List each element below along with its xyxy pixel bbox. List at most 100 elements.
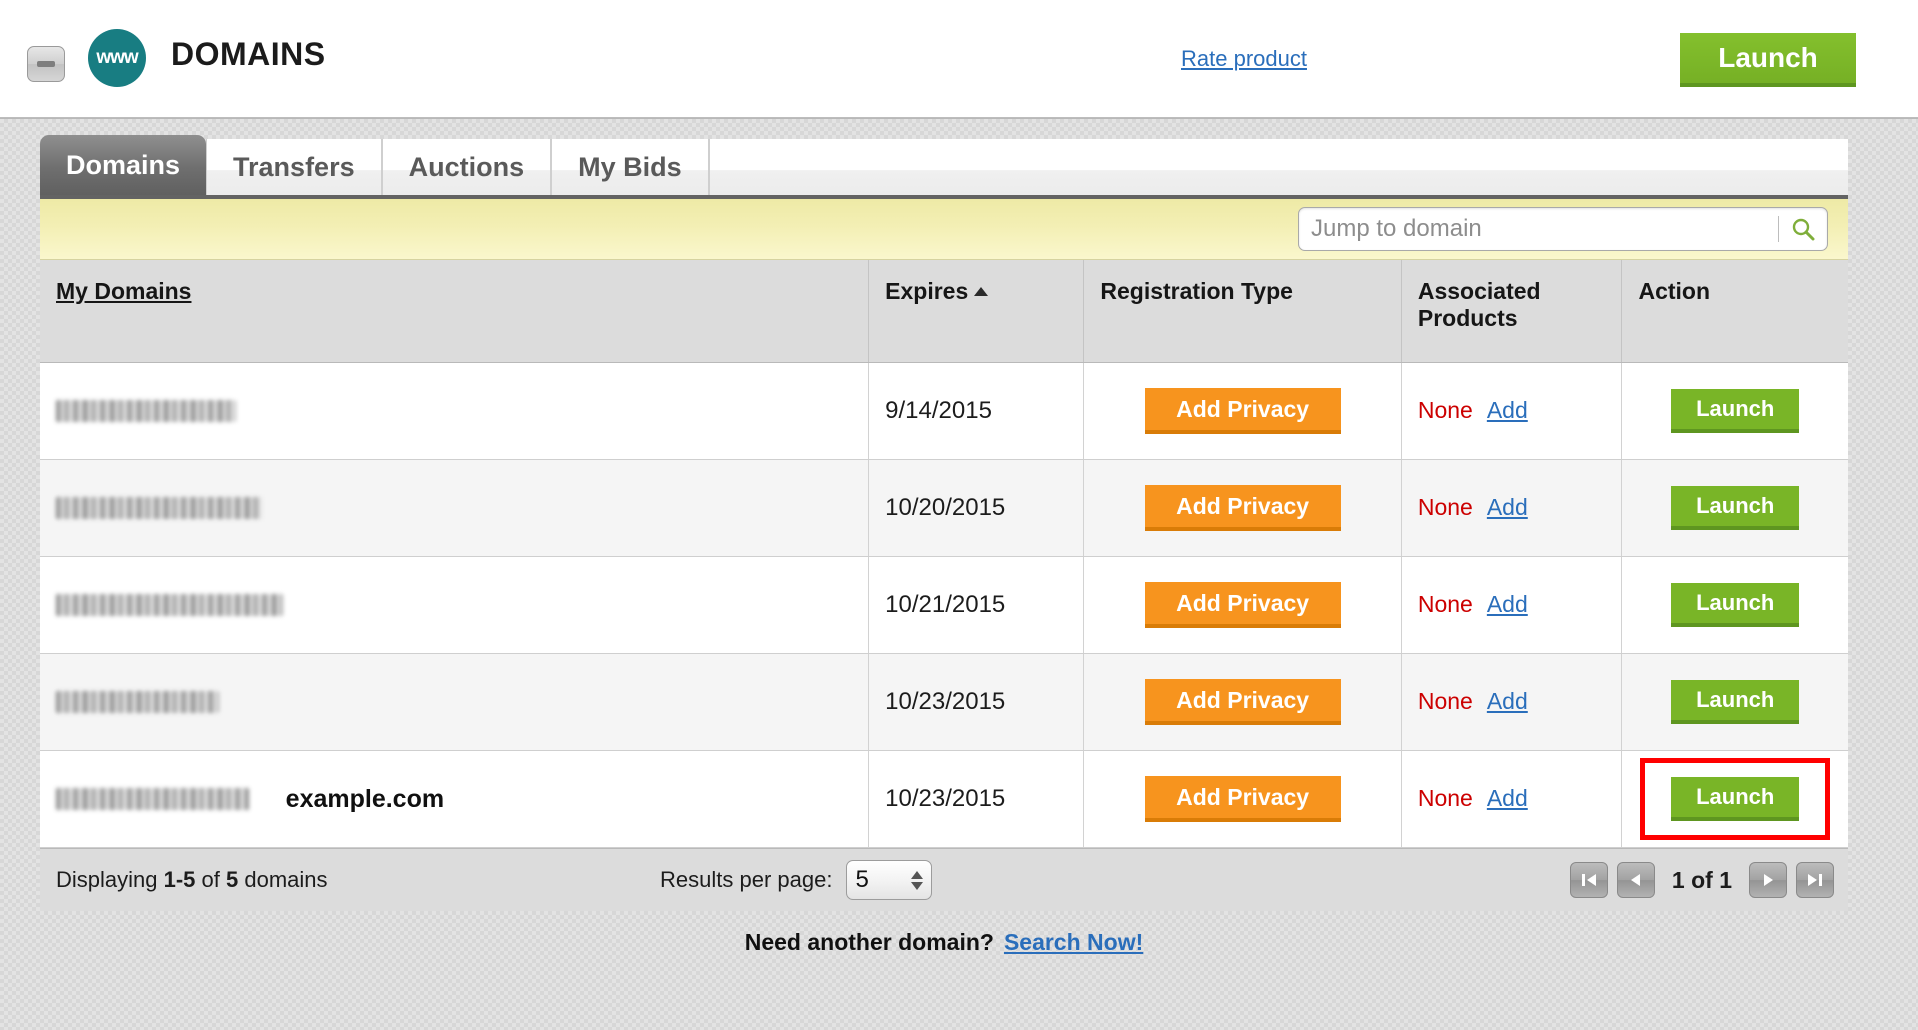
- header-launch-button[interactable]: Launch: [1680, 33, 1856, 87]
- column-header-associated-products-label-2: Products: [1417, 305, 1518, 331]
- last-page-icon[interactable]: [1796, 862, 1834, 898]
- add-privacy-button[interactable]: Add Privacy: [1144, 485, 1341, 531]
- cell-registration-type: Add Privacy: [1083, 362, 1402, 460]
- results-per-page-value: 5: [855, 866, 869, 893]
- www-logo-icon: www: [88, 29, 146, 87]
- associated-products-value: None: [1417, 688, 1473, 714]
- cell-expires: 10/20/2015: [868, 459, 1085, 557]
- associated-products-value: None: [1417, 397, 1473, 423]
- first-page-icon[interactable]: [1569, 862, 1608, 898]
- cell-registration-type: Add Privacy: [1083, 653, 1402, 751]
- displaying-count: Displaying 1-5 of 5 domains: [56, 867, 328, 893]
- stepper-down-icon[interactable]: [911, 881, 924, 890]
- results-per-page-label: Results per page:: [660, 867, 833, 892]
- add-privacy-button[interactable]: Add Privacy: [1144, 388, 1341, 434]
- cell-action: Launch: [1621, 750, 1848, 848]
- jump-to-domain-box[interactable]: [1298, 207, 1828, 251]
- associated-products-value: None: [1417, 591, 1473, 617]
- next-page-icon[interactable]: [1749, 862, 1787, 898]
- redacted-domain-name: [56, 788, 249, 811]
- cell-associated-products: None Add: [1401, 362, 1623, 460]
- table-row: 10/23/2015 Add Privacy None Add Launch: [40, 653, 1848, 751]
- cell-associated-products: None Add: [1401, 653, 1623, 751]
- stepper-up-icon[interactable]: [911, 870, 924, 879]
- column-header-registration-type: Registration Type: [1083, 260, 1402, 363]
- cell-registration-type: Add Privacy: [1083, 750, 1402, 848]
- search-input[interactable]: [1299, 215, 1778, 243]
- minimize-bar: [37, 61, 55, 67]
- add-associated-product-link[interactable]: Add: [1486, 397, 1528, 423]
- cell-action: Launch: [1621, 362, 1848, 460]
- need-another-domain-text: Need another domain?: [744, 928, 994, 955]
- launch-button[interactable]: Launch: [1671, 680, 1800, 724]
- launch-button[interactable]: Launch: [1671, 486, 1800, 530]
- search-band: [40, 199, 1848, 260]
- column-header-expires-label[interactable]: Expires: [885, 278, 969, 304]
- column-header-my-domains-label[interactable]: My Domains: [56, 278, 192, 304]
- column-header-my-domains[interactable]: My Domains: [40, 260, 870, 363]
- displaying-suffix: domains: [238, 867, 328, 892]
- cell-expires: 10/23/2015: [868, 750, 1085, 848]
- add-associated-product-link[interactable]: Add: [1486, 785, 1528, 811]
- cell-expires: 9/14/2015: [868, 362, 1085, 460]
- search-separator: [1778, 216, 1779, 242]
- tab-filler: [708, 139, 1848, 195]
- add-associated-product-link[interactable]: Add: [1486, 688, 1528, 714]
- tab-auctions[interactable]: Auctions: [381, 139, 552, 195]
- tab-bar: Domains Transfers Auctions My Bids: [40, 135, 1848, 195]
- cell-action: Launch: [1621, 556, 1848, 654]
- associated-products-value: None: [1417, 785, 1473, 811]
- app-header: www DOMAINS Rate product Launch: [0, 0, 1918, 118]
- add-privacy-button[interactable]: Add Privacy: [1144, 679, 1341, 725]
- launch-button-highlight: Launch: [1640, 758, 1831, 840]
- results-per-page-group: Results per page: 5: [660, 860, 933, 900]
- add-associated-product-link[interactable]: Add: [1486, 591, 1528, 617]
- cell-domain: example.com: [40, 750, 870, 848]
- launch-button[interactable]: Launch: [1671, 389, 1800, 433]
- displaying-range: 1-5: [163, 867, 196, 892]
- results-per-page-select[interactable]: 5: [846, 860, 933, 900]
- cell-associated-products: None Add: [1401, 556, 1623, 654]
- previous-page-icon[interactable]: [1616, 862, 1655, 898]
- redacted-domain-name: [56, 497, 262, 520]
- column-header-expires[interactable]: Expires: [868, 260, 1085, 363]
- minimize-icon[interactable]: [27, 46, 65, 82]
- launch-button[interactable]: Launch: [1671, 583, 1800, 627]
- column-header-action-label: Action: [1638, 278, 1711, 304]
- search-now-link[interactable]: Search Now!: [1003, 928, 1144, 955]
- table-header-row: My Domains Expires Registration Type Ass…: [40, 260, 1848, 363]
- add-privacy-button[interactable]: Add Privacy: [1144, 582, 1341, 628]
- pagination: 1 of 1: [1569, 862, 1834, 898]
- rate-product-link[interactable]: Rate product: [1181, 46, 1307, 71]
- redacted-domain-name: [56, 594, 283, 617]
- cell-expires: 10/23/2015: [868, 653, 1085, 751]
- displaying-total: 5: [225, 867, 239, 892]
- column-header-registration-type-label: Registration Type: [1100, 278, 1293, 304]
- tab-domains[interactable]: Domains: [40, 135, 207, 195]
- cell-associated-products: None Add: [1401, 750, 1623, 848]
- redacted-domain-name: [56, 400, 236, 423]
- domains-card: My Domains Expires Registration Type Ass…: [40, 195, 1848, 911]
- domain-name: example.com: [285, 784, 445, 813]
- column-header-associated-products-label-1: Associated: [1417, 278, 1541, 304]
- magnifier-icon[interactable]: [1779, 216, 1827, 242]
- displaying-mid: of: [195, 867, 226, 892]
- add-privacy-button[interactable]: Add Privacy: [1144, 776, 1341, 822]
- cell-expires: 10/21/2015: [868, 556, 1085, 654]
- table-row: 10/20/2015 Add Privacy None Add Launch: [40, 459, 1848, 557]
- table-body: 9/14/2015 Add Privacy None Add Launch: [40, 362, 1848, 848]
- cell-registration-type: Add Privacy: [1083, 459, 1402, 557]
- cell-registration-type: Add Privacy: [1083, 556, 1402, 654]
- launch-button[interactable]: Launch: [1671, 777, 1800, 821]
- add-associated-product-link[interactable]: Add: [1486, 494, 1528, 520]
- table-footer: Displaying 1-5 of 5 domains Results per …: [40, 848, 1848, 911]
- cell-domain: [40, 459, 870, 557]
- column-header-action: Action: [1621, 260, 1848, 363]
- tab-transfers[interactable]: Transfers: [206, 139, 382, 195]
- need-another-domain: Need another domain? Search Now!: [40, 911, 1848, 973]
- column-header-associated-products: Associated Products: [1401, 260, 1623, 363]
- page-title: DOMAINS: [171, 36, 326, 72]
- table-row: 10/21/2015 Add Privacy None Add Launch: [40, 556, 1848, 654]
- tab-my-bids[interactable]: My Bids: [551, 139, 709, 195]
- stepper-icon[interactable]: [911, 870, 924, 890]
